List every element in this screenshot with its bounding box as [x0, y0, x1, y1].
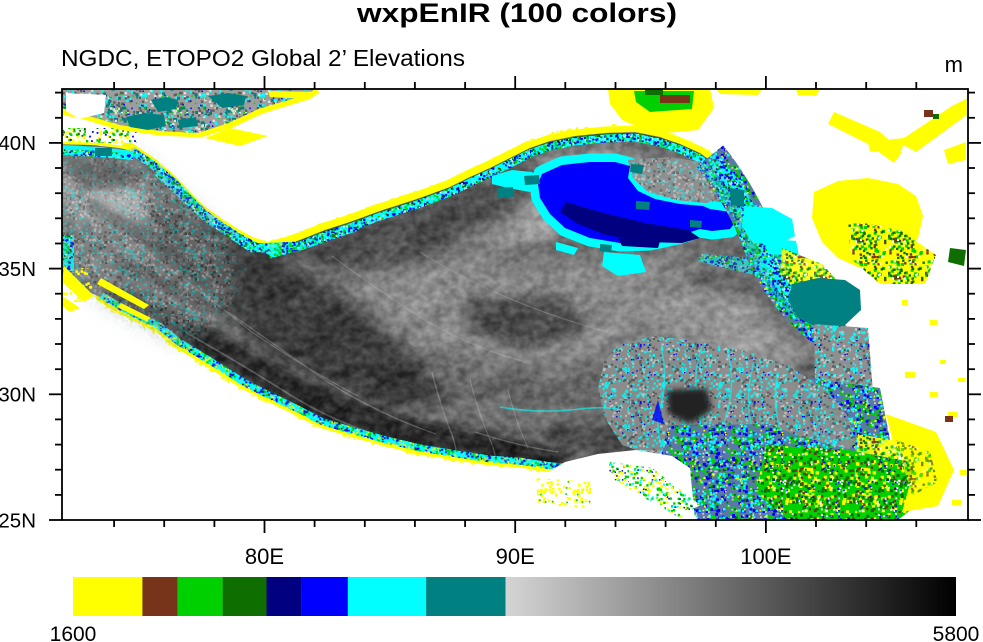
- svg-text:wxpEnIR (100 colors): wxpEnIR (100 colors): [356, 0, 677, 28]
- svg-text:5800: 5800: [933, 623, 980, 642]
- svg-text:30N: 30N: [0, 384, 36, 407]
- svg-text:90E: 90E: [496, 544, 535, 569]
- svg-text:NGDC, ETOPO2 Global 2’ Elevati: NGDC, ETOPO2 Global 2’ Elevations: [61, 45, 465, 71]
- svg-text:1600: 1600: [50, 623, 97, 642]
- svg-text:m: m: [945, 52, 963, 77]
- svg-text:100E: 100E: [740, 544, 791, 569]
- svg-text:25N: 25N: [0, 509, 36, 532]
- svg-text:80E: 80E: [245, 544, 284, 569]
- svg-text:35N: 35N: [0, 258, 36, 281]
- svg-text:40N: 40N: [0, 132, 36, 155]
